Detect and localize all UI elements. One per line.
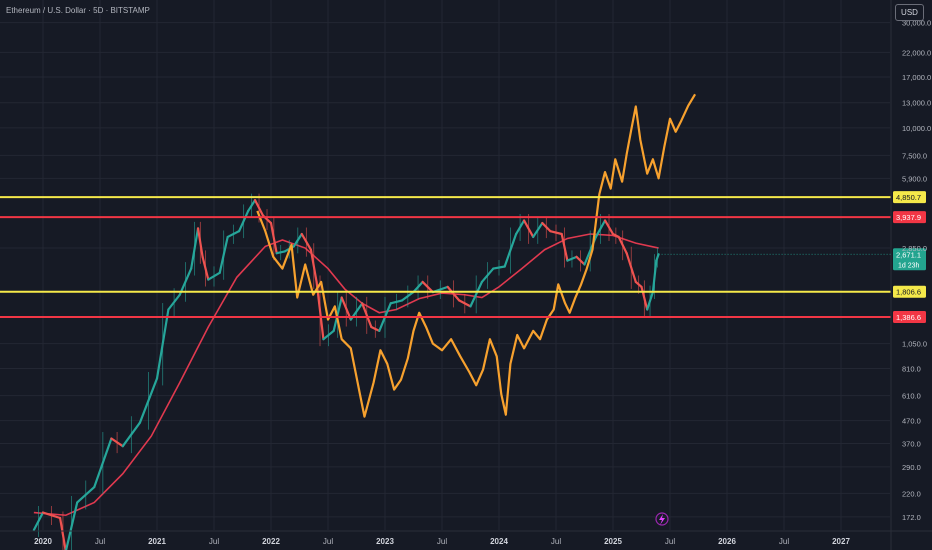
projection-path — [256, 93, 697, 418]
y-tick-label: 1,050.0 — [902, 340, 927, 349]
last-price-box — [893, 248, 926, 271]
moving-average-curve — [33, 233, 659, 517]
x-tick-label: 2021 — [148, 537, 166, 546]
moving-average-line — [33, 233, 659, 517]
x-tick-label: Jul — [551, 537, 561, 546]
y-tick-label: 172.0 — [902, 513, 921, 522]
x-tick-label: Jul — [209, 537, 219, 546]
x-tick-label: Jul — [95, 537, 105, 546]
y-tick-label: 22,000.0 — [902, 48, 931, 57]
x-tick-label: 2020 — [34, 537, 52, 546]
y-tick-label: 7,500.0 — [902, 151, 927, 160]
x-tick-label: 2025 — [604, 537, 622, 546]
level-label-box — [893, 311, 926, 324]
level-label: 1,806.6 — [896, 288, 921, 297]
y-tick-label: 5,900.0 — [902, 174, 927, 183]
level-label-box — [893, 191, 926, 204]
y-tick-label: 470.0 — [902, 417, 921, 426]
y-tick-label: 370.0 — [902, 440, 921, 449]
level-label: 1,386.6 — [896, 313, 921, 322]
y-tick-label: 610.0 — [902, 392, 921, 401]
level-label: 4,850.7 — [896, 193, 921, 202]
x-tick-label: 2024 — [490, 537, 508, 546]
lightning-icon[interactable] — [655, 512, 669, 526]
projection-overlay — [256, 93, 697, 418]
y-tick-label: 30,000.0 — [902, 19, 931, 28]
chart-title: Ethereum / U.S. Dollar · 5D · BITSTAMP — [6, 6, 150, 15]
x-tick-label: 2026 — [718, 537, 736, 546]
y-tick-label: 810.0 — [902, 365, 921, 374]
level-label-box — [893, 211, 926, 224]
y-tick-label: 13,000.0 — [902, 99, 931, 108]
x-tick-label: Jul — [665, 537, 675, 546]
y-tick-label: 2,850.0 — [902, 244, 927, 253]
x-tick-label: 2027 — [832, 537, 850, 546]
currency-button[interactable]: USD — [895, 4, 924, 21]
last-price-countdown: 1d 23h — [898, 262, 920, 269]
horizontal-levels[interactable]: 4,850.7 3,937.9 1,806.6 1,386.6 2,671.1 1d 23… — [0, 191, 926, 324]
level-label: 3,937.9 — [896, 213, 921, 222]
y-tick-label: 10,000.0 — [902, 124, 931, 133]
x-tick-label: 2023 — [376, 537, 394, 546]
grid-lines — [0, 0, 890, 530]
x-tick-label: 2022 — [262, 537, 280, 546]
y-tick-label: 17,000.0 — [902, 73, 931, 82]
y-tick-label: 220.0 — [902, 489, 921, 498]
y-tick-label: 290.0 — [902, 463, 921, 472]
x-tick-label: Jul — [779, 537, 789, 546]
x-tick-label: Jul — [437, 537, 447, 546]
last-price-value: 2,671.1 — [896, 250, 921, 259]
x-tick-label: Jul — [323, 537, 333, 546]
level-label-box — [893, 285, 926, 298]
price-series — [32, 193, 660, 550]
